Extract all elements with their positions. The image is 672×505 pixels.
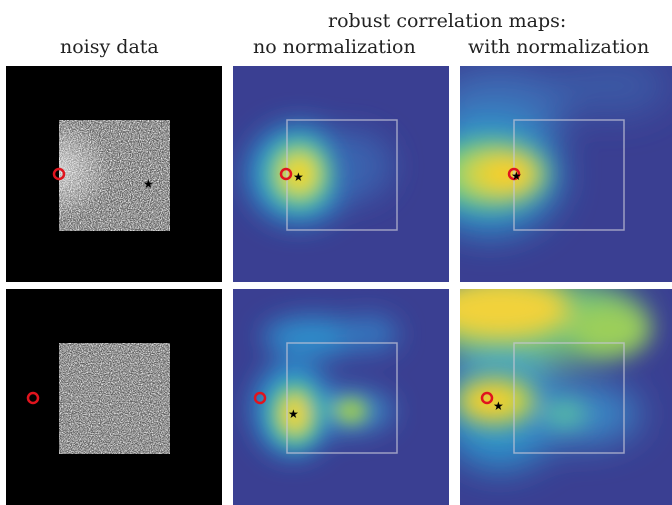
red-circle-marker: [52, 167, 66, 181]
panel-map-with-normalization-row2: ★: [460, 289, 672, 505]
red-circle-marker: [253, 391, 267, 405]
panel-map-no-normalization-row1: ★: [233, 66, 449, 282]
red-circle-marker: [480, 391, 494, 405]
star-marker: ★: [143, 177, 154, 191]
star-marker: ★: [288, 407, 299, 421]
red-circle-marker: [26, 391, 40, 405]
header-with-normalization: with normalization: [468, 36, 650, 58]
panel-noisy-data-row1: ★: [6, 66, 222, 282]
red-circle-marker: [507, 167, 521, 181]
frame-outline: [513, 119, 625, 231]
panel-map-with-normalization-row1: ★: [460, 66, 672, 282]
frame-outline: [286, 342, 398, 454]
header-robust-correlation-maps: robust correlation maps:: [328, 10, 567, 32]
star-marker: ★: [493, 399, 504, 413]
star-marker: ★: [511, 169, 522, 183]
header-noisy-data: noisy data: [60, 36, 159, 58]
frame-outline: [513, 342, 625, 454]
red-circle-marker: [279, 167, 293, 181]
header-no-normalization: no normalization: [253, 36, 416, 58]
panel-map-no-normalization-row2: ★: [233, 289, 449, 505]
panel-noisy-data-row2: [6, 289, 222, 505]
frame-outline: [286, 119, 398, 231]
star-marker: ★: [293, 170, 304, 184]
